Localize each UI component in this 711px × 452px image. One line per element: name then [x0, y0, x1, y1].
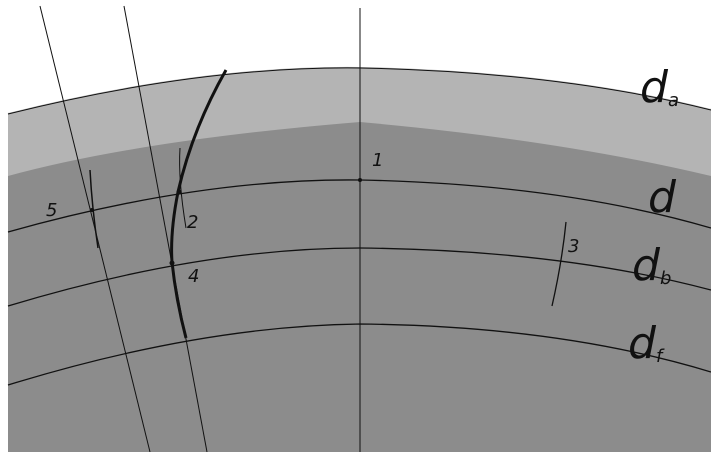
point-label-2: 2 [187, 212, 198, 233]
tip-circle-label: da [640, 62, 679, 113]
construction-arc-2 [179, 147, 187, 229]
construction-arc-3 [551, 221, 567, 307]
point-4-dot [169, 260, 175, 266]
base-circle-label-sub: b [660, 268, 671, 289]
involute-profile-curve [170, 69, 228, 339]
root-circle-label-sub: f [656, 346, 665, 367]
point-1-dot [358, 178, 362, 182]
point-2-dot [176, 189, 182, 195]
point-label-4: 4 [188, 266, 199, 287]
tip-circle-label-sub: a [668, 90, 679, 111]
pitch-circle-label: d [648, 172, 677, 223]
point-5-dot [90, 208, 94, 212]
root-circle-label-main: d [628, 318, 657, 369]
point-label-1: 1 [372, 150, 383, 171]
base-circle-label: db [632, 240, 671, 291]
point-label-5: 5 [46, 200, 57, 221]
point-label-3: 3 [568, 236, 579, 257]
pitch-circle-label-main: d [648, 172, 677, 223]
radial-line-inner [123, 5, 208, 452]
root-circle-label: df [628, 318, 665, 369]
base-circle-label-main: d [632, 240, 661, 291]
tip-circle-label-main: d [640, 62, 669, 113]
